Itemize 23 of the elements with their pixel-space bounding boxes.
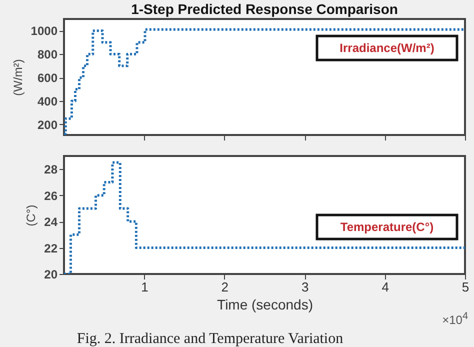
y-tick-label: 28 (44, 162, 58, 177)
text: ×10$^{4}$ (442, 311, 468, 327)
x-tick-label: 5 (462, 280, 470, 294)
annotation: Temperature(C°) (340, 220, 434, 234)
y-tick-label: 800 (37, 48, 58, 62)
x-axis-title: Time (seconds) (217, 296, 313, 312)
y-tick-label: 200 (37, 118, 58, 132)
y-tick-label: 20 (44, 268, 58, 282)
y-tick-label: 22 (44, 241, 58, 256)
y-tick-label: 26 (44, 188, 58, 203)
x-tick-label: 3 (301, 280, 309, 294)
x-tick-label: 2 (221, 280, 229, 294)
y-tick-label: 400 (37, 94, 58, 109)
y-tick-label: 600 (37, 71, 58, 86)
x-tick-label: 1 (141, 280, 148, 294)
caption: Fig. 2. Irradiance and Temperature Variation (76, 331, 344, 347)
y-axis-title: (C°) (24, 204, 38, 226)
chart-title: 1-Step Predicted Response Comparison (131, 1, 398, 17)
y-tick-label: 24 (44, 215, 58, 230)
y-tick-label: 1000 (30, 24, 58, 38)
y-axis-title: (W/m²) (10, 59, 25, 96)
annotation: Irradiance(W/m²) (340, 41, 434, 55)
x-tick-label: 4 (382, 280, 389, 294)
